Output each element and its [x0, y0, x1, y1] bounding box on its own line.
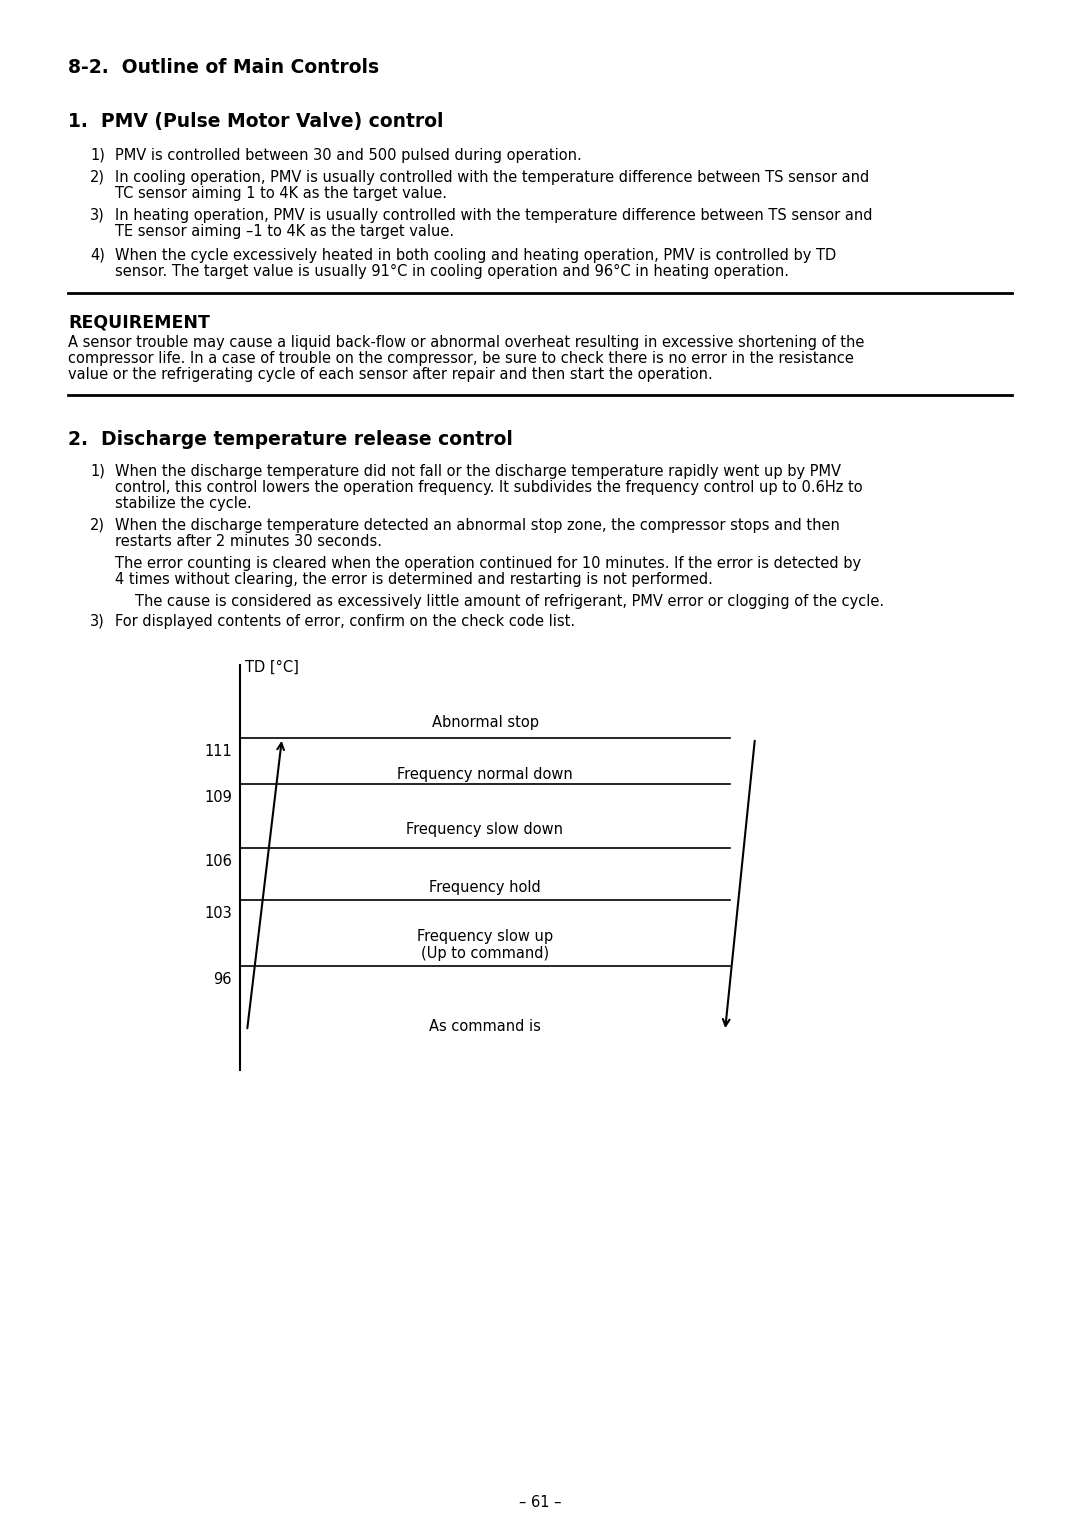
- Text: stabilize the cycle.: stabilize the cycle.: [114, 496, 252, 511]
- Text: 4 times without clearing, the error is determined and restarting is not performe: 4 times without clearing, the error is d…: [114, 572, 713, 587]
- Text: 1): 1): [90, 464, 105, 479]
- Text: The error counting is cleared when the operation continued for 10 minutes. If th: The error counting is cleared when the o…: [114, 557, 861, 570]
- Text: restarts after 2 minutes 30 seconds.: restarts after 2 minutes 30 seconds.: [114, 534, 382, 549]
- Text: 3): 3): [90, 207, 105, 223]
- Text: value or the refrigerating cycle of each sensor after repair and then start the : value or the refrigerating cycle of each…: [68, 368, 713, 381]
- Text: The cause is considered as excessively little amount of refrigerant, PMV error o: The cause is considered as excessively l…: [135, 595, 885, 608]
- Text: Frequency slow down: Frequency slow down: [406, 822, 564, 837]
- Text: 2): 2): [90, 518, 105, 534]
- Text: Frequency normal down: Frequency normal down: [397, 767, 572, 782]
- Text: sensor. The target value is usually 91°C in cooling operation and 96°C in heatin: sensor. The target value is usually 91°C…: [114, 264, 789, 279]
- Text: REQUIREMENT: REQUIREMENT: [68, 313, 210, 331]
- Text: 2): 2): [90, 169, 105, 185]
- Text: Abnormal stop: Abnormal stop: [432, 715, 539, 730]
- Text: A sensor trouble may cause a liquid back-flow or abnormal overheat resulting in : A sensor trouble may cause a liquid back…: [68, 336, 864, 351]
- Text: For displayed contents of error, confirm on the check code list.: For displayed contents of error, confirm…: [114, 615, 576, 628]
- Text: 3): 3): [90, 615, 105, 628]
- Text: Frequency slow up
(Up to command): Frequency slow up (Up to command): [417, 929, 553, 961]
- Text: – 61 –: – 61 –: [518, 1494, 562, 1510]
- Text: 109: 109: [204, 790, 232, 805]
- Text: TD [°C]: TD [°C]: [245, 660, 299, 676]
- Text: As command is: As command is: [429, 1019, 541, 1034]
- Text: PMV is controlled between 30 and 500 pulsed during operation.: PMV is controlled between 30 and 500 pul…: [114, 148, 582, 163]
- Text: 111: 111: [204, 744, 232, 759]
- Text: compressor life. In a case of trouble on the compressor, be sure to check there : compressor life. In a case of trouble on…: [68, 351, 854, 366]
- Text: TE sensor aiming –1 to 4K as the target value.: TE sensor aiming –1 to 4K as the target …: [114, 224, 454, 239]
- Text: When the discharge temperature did not fall or the discharge temperature rapidly: When the discharge temperature did not f…: [114, 464, 841, 479]
- Text: In heating operation, PMV is usually controlled with the temperature difference : In heating operation, PMV is usually con…: [114, 207, 873, 223]
- Text: 1): 1): [90, 148, 105, 163]
- Text: 96: 96: [214, 971, 232, 987]
- Text: 106: 106: [204, 854, 232, 869]
- Text: When the cycle excessively heated in both cooling and heating operation, PMV is : When the cycle excessively heated in bot…: [114, 249, 836, 262]
- Text: 8-2.  Outline of Main Controls: 8-2. Outline of Main Controls: [68, 58, 379, 76]
- Text: 2.  Discharge temperature release control: 2. Discharge temperature release control: [68, 430, 513, 448]
- Text: 103: 103: [204, 906, 232, 921]
- Text: 1.  PMV (Pulse Motor Valve) control: 1. PMV (Pulse Motor Valve) control: [68, 111, 444, 131]
- Text: Frequency hold: Frequency hold: [429, 880, 541, 895]
- Text: In cooling operation, PMV is usually controlled with the temperature difference : In cooling operation, PMV is usually con…: [114, 169, 869, 185]
- Text: TC sensor aiming 1 to 4K as the target value.: TC sensor aiming 1 to 4K as the target v…: [114, 186, 447, 201]
- Text: control, this control lowers the operation frequency. It subdivides the frequenc: control, this control lowers the operati…: [114, 480, 863, 496]
- Text: 4): 4): [90, 249, 105, 262]
- Text: When the discharge temperature detected an abnormal stop zone, the compressor st: When the discharge temperature detected …: [114, 518, 840, 534]
